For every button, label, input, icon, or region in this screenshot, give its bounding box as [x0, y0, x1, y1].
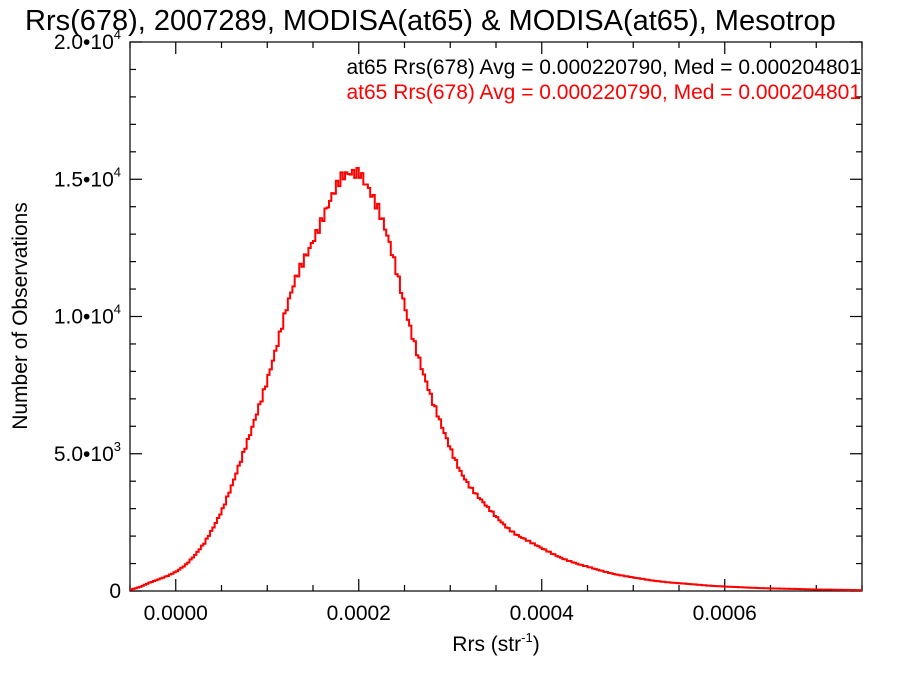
x-tick-label: 0.0000	[144, 602, 208, 625]
x-axis-label-exponent: -1	[521, 630, 533, 645]
y-tick-label: 2.0•104	[54, 27, 121, 54]
y-axis-label: Number of Observations	[9, 202, 32, 430]
y-tick-label: 0	[109, 580, 121, 603]
axis-ticks	[129, 41, 863, 592]
x-axis-label-suffix: )	[533, 633, 540, 656]
x-axis-label-text: Rrs (str	[452, 633, 521, 656]
legend-entry-black: at65 Rrs(678) Avg = 0.000220790, Med = 0…	[346, 56, 861, 79]
y-tick-label: 1.0•104	[54, 302, 121, 329]
x-axis-label: Rrs (str-1)	[452, 630, 539, 656]
y-tick-label: 5.0•103	[54, 439, 121, 466]
legend-entry-red: at65 Rrs(678) Avg = 0.000220790, Med = 0…	[346, 81, 861, 104]
series-line	[130, 166, 862, 592]
chart-title: Rrs(678), 2007289, MODISA(at65) & MODISA…	[25, 5, 836, 37]
x-tick-label: 0.0004	[510, 602, 575, 625]
x-tick-label: 0.0006	[693, 602, 757, 625]
x-tick-label: 0.0002	[327, 602, 391, 625]
y-tick-label: 1.5•104	[54, 164, 121, 191]
tick-labels: 0.0000 0.0002 0.0004 0.0006 0 5.0•103 1.0•104 1…	[54, 27, 757, 625]
plot-frame	[129, 41, 863, 592]
